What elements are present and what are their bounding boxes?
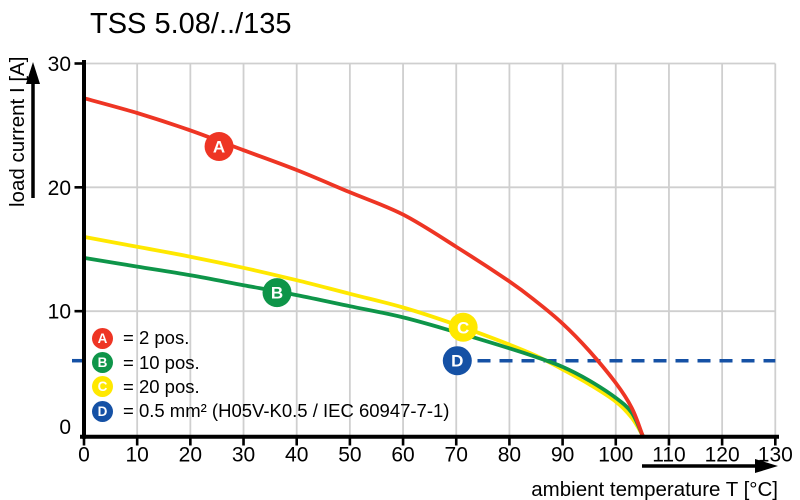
legend-item-A: A = 2 pos.	[92, 326, 449, 350]
marker-letter-B: B	[271, 284, 283, 303]
x-axis-arrow-icon	[642, 459, 778, 473]
legend-badge-B: B	[92, 352, 113, 374]
gridlines	[84, 62, 777, 435]
x-axis-label: ambient temperature T [°C]	[531, 478, 778, 500]
x-tick-label: 90	[551, 444, 574, 467]
x-tick-label: 80	[498, 444, 521, 467]
y-tick-label: 30	[48, 53, 71, 76]
curve-markers-layer: A B CD	[204, 131, 478, 376]
legend-badge-A: A	[92, 327, 113, 349]
x-tick-label: 60	[391, 444, 414, 467]
x-tick-label: 30	[232, 444, 255, 467]
marker-letter-A: A	[213, 137, 225, 156]
marker-letter-D: D	[451, 352, 463, 371]
x-tick-label: 0	[78, 444, 90, 467]
y-tick-label: 0	[59, 416, 71, 439]
x-tick-label: 20	[179, 444, 202, 467]
x-tick-label: 100	[598, 444, 633, 467]
x-tick-label: 120	[705, 444, 740, 467]
y-tick-label: 10	[48, 301, 71, 324]
x-tick-label: 70	[445, 444, 468, 467]
legend-badge-D: D	[92, 400, 113, 422]
legend-item-C: C = 20 pos.	[92, 375, 449, 399]
axes-layer	[74, 60, 779, 446]
marker-letter-C: C	[457, 318, 469, 337]
legend-label-D: = 0.5 mm² (H05V-K0.5 / IEC 60947-7-1)	[123, 400, 450, 422]
chart-title: TSS 5.08/../135	[90, 8, 292, 40]
x-tick-label: 110	[652, 444, 685, 467]
tick-labels-layer: 0 10 20 30 40 50 60 70 80 90 100 110 120 130 0 10 20 30	[48, 53, 793, 467]
x-tick-label: 40	[285, 444, 308, 467]
marker-D	[442, 346, 472, 376]
legend-item-D: D = 0.5 mm² (H05V-K0.5 / IEC 60947-7-1)	[92, 399, 449, 423]
legend-item-B: B = 10 pos.	[92, 350, 449, 374]
y-tick-label: 20	[48, 177, 71, 200]
x-tick-label: 10	[125, 444, 148, 467]
y-axis-label: load current I [A]	[6, 57, 29, 207]
marker-C	[448, 312, 478, 342]
legend-label-B: = 10 pos.	[123, 351, 200, 373]
curve-A	[82, 96, 645, 437]
y-axis-arrow-icon	[26, 62, 40, 198]
marker-B	[262, 278, 292, 308]
legend-label-A: = 2 pos.	[123, 327, 190, 349]
x-tick-label: 50	[338, 444, 361, 467]
legend: A = 2 pos. B = 10 pos. C = 20 pos. D = 0.5 mm² …	[92, 326, 449, 424]
x-tick-label: 130	[758, 444, 793, 467]
legend-label-C: = 20 pos.	[123, 375, 200, 397]
legend-badge-C: C	[92, 376, 113, 398]
marker-A	[204, 131, 234, 161]
